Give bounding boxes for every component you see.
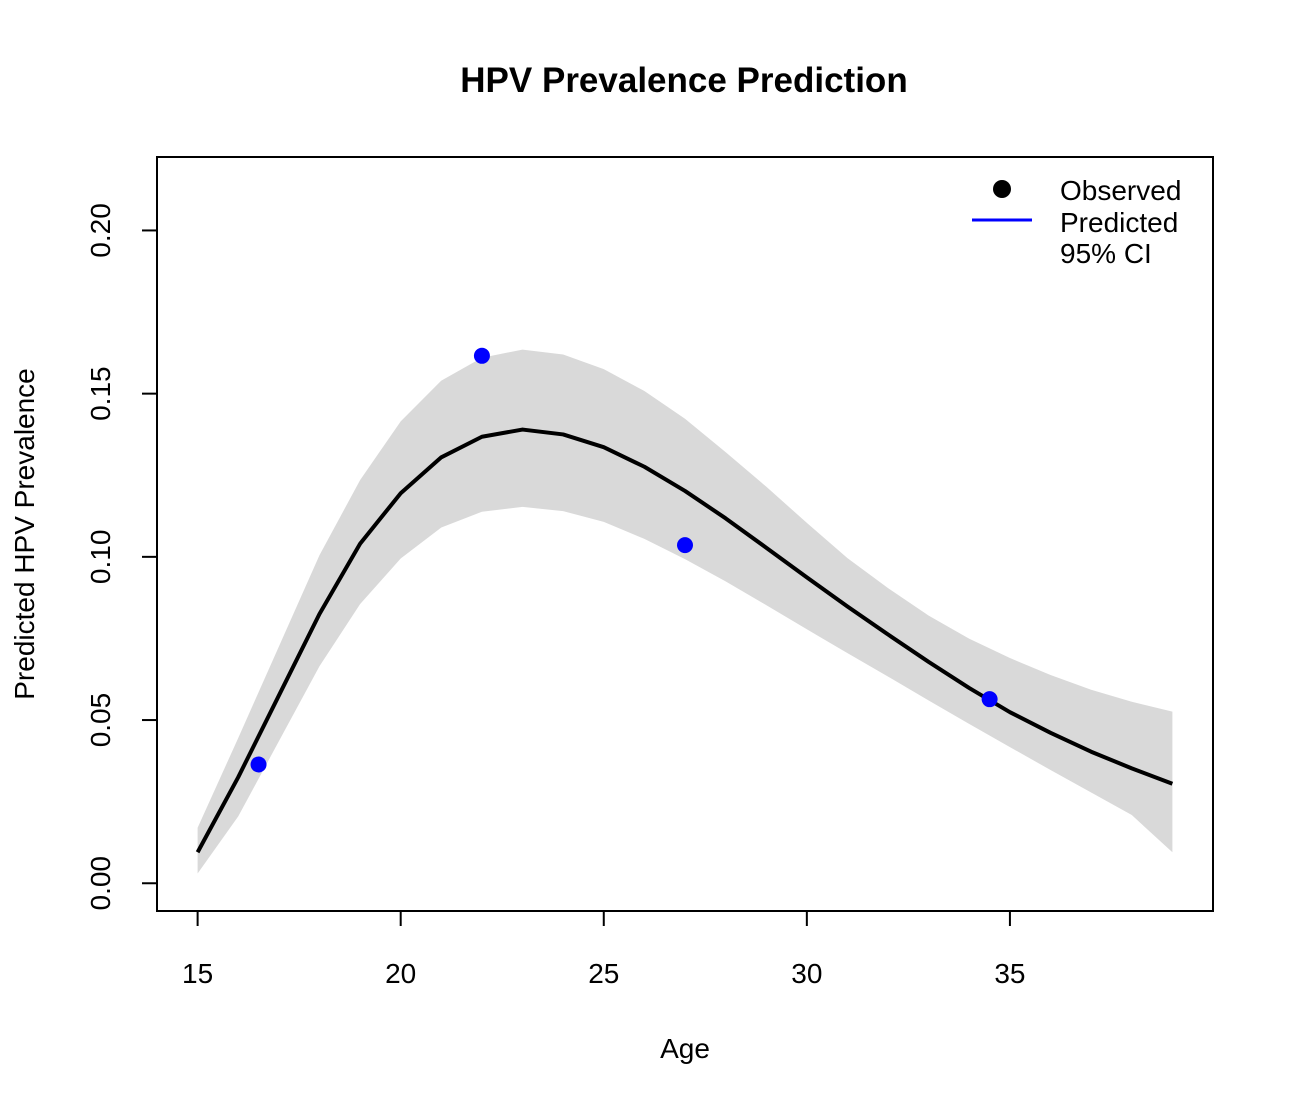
legend: Observed Predicted 95% CI bbox=[972, 175, 1181, 269]
legend-label-ci: 95% CI bbox=[1060, 238, 1152, 269]
observed-point bbox=[250, 756, 267, 773]
observed-point bbox=[981, 691, 998, 708]
y-axis-title: Predicted HPV Prevalence bbox=[9, 368, 40, 700]
x-tick-label: 35 bbox=[994, 958, 1025, 989]
observed-point bbox=[677, 537, 693, 554]
y-tick-label: 0.00 bbox=[85, 856, 116, 911]
y-tick-label: 0.15 bbox=[85, 366, 116, 421]
legend-label-observed: Observed bbox=[1060, 175, 1181, 206]
ci-band bbox=[197, 349, 1173, 874]
x-axis-title: Age bbox=[660, 1033, 710, 1064]
y-axis: 0.00 0.05 0.10 0.15 0.20 bbox=[85, 203, 158, 911]
x-tick-label: 20 bbox=[385, 958, 416, 989]
legend-label-predicted: Predicted bbox=[1060, 207, 1178, 238]
x-tick-label: 30 bbox=[791, 958, 822, 989]
x-tick-label: 25 bbox=[588, 958, 619, 989]
y-tick-label: 0.05 bbox=[85, 693, 116, 748]
legend-observed-symbol bbox=[993, 180, 1011, 198]
x-axis: 15 20 25 30 35 bbox=[182, 910, 1026, 989]
chart-title: HPV Prevalence Prediction bbox=[460, 61, 907, 100]
x-tick-label: 15 bbox=[182, 958, 213, 989]
y-tick-label: 0.10 bbox=[85, 530, 116, 585]
predicted-line bbox=[195, 427, 1174, 854]
y-tick-label: 0.20 bbox=[85, 203, 116, 258]
observed-point bbox=[473, 347, 490, 364]
